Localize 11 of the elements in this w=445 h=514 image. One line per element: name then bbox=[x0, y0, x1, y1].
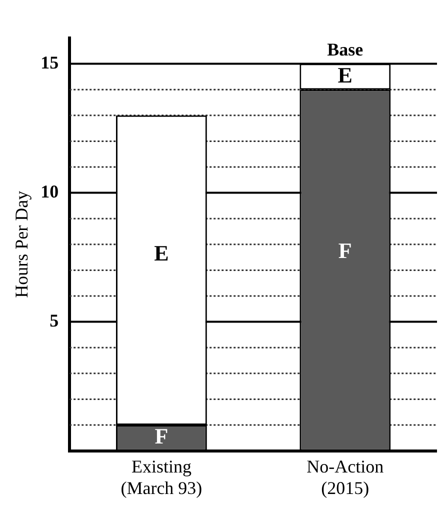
x-tick-label: Existing (March 93) bbox=[120, 456, 202, 498]
text: F bbox=[338, 238, 352, 263]
series-label: F bbox=[154, 424, 168, 449]
series-label: E bbox=[338, 62, 352, 88]
annotation: Base bbox=[327, 39, 364, 60]
y-tick-label: 15 bbox=[40, 52, 59, 72]
y-tick-label: 5 bbox=[50, 310, 59, 330]
y-axis-title: Hours Per Day bbox=[12, 190, 32, 298]
x-tick-label: No-Action (2015) bbox=[306, 456, 384, 498]
y-tick-label: 10 bbox=[40, 181, 59, 202]
text: E bbox=[154, 240, 169, 266]
